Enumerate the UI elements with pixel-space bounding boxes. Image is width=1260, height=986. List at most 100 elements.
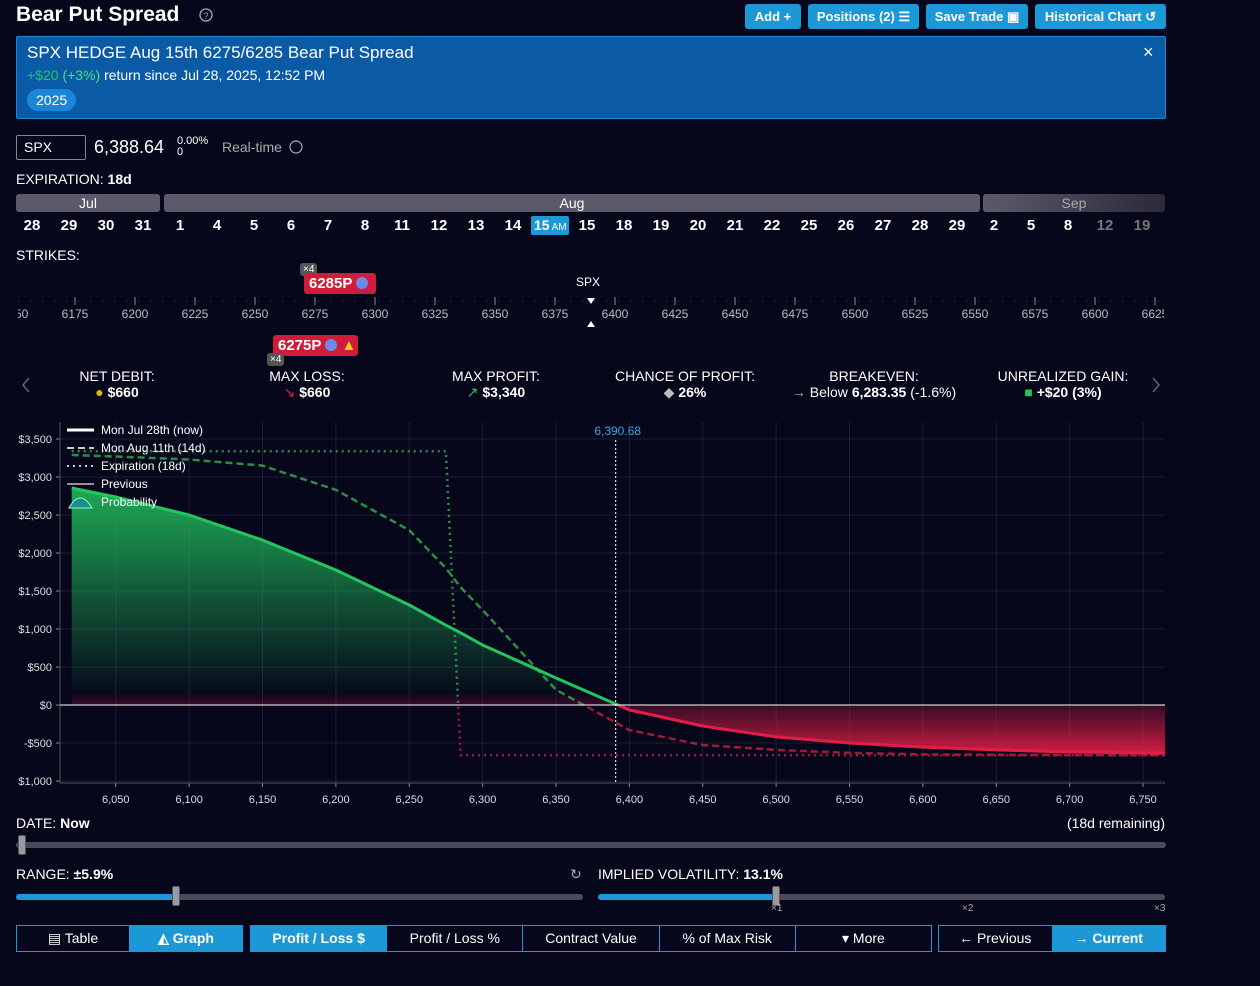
x-tick-label: 6,300 (469, 794, 497, 806)
date-knob[interactable] (18, 835, 26, 855)
metric-toggle: Profit / Loss $ Profit / Loss % Contract… (250, 925, 932, 952)
positions-button[interactable]: Positions (2) ☰ (808, 4, 919, 29)
iv-label: IMPLIED VOLATILITY: 13.1% (598, 866, 783, 882)
x-tick-label: 6,050 (102, 794, 130, 806)
day[interactable]: 29 (948, 217, 966, 234)
day[interactable]: 20 (689, 217, 707, 234)
day[interactable]: 5 (249, 217, 259, 234)
stat: MAX LOSS: ↘ $660 (212, 368, 402, 401)
label: UNREALIZED GAIN: (997, 368, 1129, 384)
table-button[interactable]: ▤ Table (17, 926, 130, 951)
day[interactable]: 5 (1026, 217, 1036, 234)
suffix: (-1.6%) (910, 384, 957, 400)
day[interactable]: 19 (652, 217, 670, 234)
day[interactable]: 18 (615, 217, 633, 234)
strike-label: 6175 (62, 307, 89, 321)
since: return since Jul 28, 2025, 12:52 PM (104, 67, 326, 83)
symbol-input[interactable]: SPX (16, 135, 86, 160)
day[interactable]: 8 (1063, 217, 1073, 234)
day[interactable]: 11 (394, 217, 410, 234)
pl-area (71, 488, 1166, 754)
day[interactable]: 21 (726, 217, 744, 234)
more-button[interactable]: ▾ More (842, 930, 885, 946)
strike-label: 6300 (362, 307, 389, 321)
reset-icon[interactable]: ↻ (570, 866, 582, 882)
year-tag[interactable]: 2025 (27, 89, 77, 111)
value: 18d (107, 171, 132, 187)
x-tick-label: 6,150 (249, 794, 277, 806)
legend-label: Previous (101, 477, 148, 491)
view-toggle: ▤ Table ◭ Graph (16, 925, 243, 952)
day[interactable]: 12 (1096, 217, 1114, 234)
x-tick-label: 6,100 (175, 794, 203, 806)
close[interactable]: × (1143, 42, 1154, 62)
day[interactable]: 28 (911, 217, 929, 234)
remaining: (18d remaining) (1066, 815, 1165, 831)
day[interactable]: 4 (212, 217, 222, 234)
day[interactable]: 8 (360, 217, 370, 234)
banner-return: +$20 (+3%) return since Jul 28, 2025, 12… (27, 67, 325, 83)
day[interactable]: 14 (504, 217, 522, 234)
day[interactable]: 12 (430, 217, 448, 234)
title: Bear Put Spread (16, 3, 180, 26)
day[interactable]: 27 (874, 217, 892, 234)
banner: SPX HEDGE Aug 15th 6275/6285 Bear Put Sp… (16, 36, 1166, 119)
range-knob[interactable] (172, 886, 180, 906)
label: Add (754, 9, 781, 24)
current-button[interactable]: → Current (1052, 926, 1165, 951)
leg-label[interactable]: 6285P (304, 273, 376, 294)
day[interactable]: 6 (286, 217, 296, 234)
qty-badge: ×4 (300, 263, 318, 276)
strike-label: 6550 (962, 307, 989, 321)
day[interactable]: 2 (989, 217, 999, 234)
day[interactable]: 22 (763, 217, 781, 234)
strike-label: 6625 (1142, 307, 1169, 321)
iv-slider[interactable] (598, 894, 1165, 900)
strike-label: 6250 (242, 307, 269, 321)
day[interactable]: 26 (837, 217, 855, 234)
range-slider[interactable] (16, 894, 583, 900)
day[interactable]: 29 (60, 217, 78, 234)
day[interactable]: 19 (1133, 217, 1151, 234)
value: $660 (107, 384, 139, 400)
add-button[interactable]: Add + (745, 4, 801, 29)
nav-toggle: ← Previous → Current (938, 925, 1166, 952)
label: More (852, 930, 885, 946)
day[interactable]: 31 (134, 217, 152, 234)
month[interactable]: Jul (16, 194, 160, 212)
day[interactable]: 28 (23, 217, 41, 234)
history-button[interactable]: Historical Chart ↺ (1035, 4, 1166, 29)
stat: BREAKEVEN: → Below 6,283.35 (-1.6%) (779, 368, 969, 400)
day[interactable]: 1 (175, 217, 185, 234)
strike-label: 6275 (302, 307, 329, 321)
day-selected[interactable]: 15 AM (531, 216, 569, 235)
x-tick-label: 6,350 (542, 794, 570, 806)
iv-knob[interactable] (772, 886, 780, 906)
metric-button[interactable]: % of Max Risk (660, 926, 796, 951)
day[interactable]: 13 (467, 217, 485, 234)
graph-button[interactable]: ◭ Graph (130, 926, 242, 951)
next-arrow[interactable] (1150, 376, 1162, 394)
date-slider[interactable] (16, 842, 1166, 848)
value: $3,340 (482, 384, 526, 400)
previous-button[interactable]: ← Previous (939, 926, 1053, 951)
prev-arrow[interactable] (20, 376, 32, 394)
help-icon[interactable]: ? (199, 8, 213, 22)
month[interactable]: Aug (164, 194, 980, 212)
metric-button[interactable]: Contract Value (523, 926, 660, 951)
day: 15 (534, 217, 550, 233)
metric-button[interactable]: Profit / Loss % (387, 926, 524, 951)
month[interactable]: Sep (983, 194, 1165, 212)
day[interactable]: 15 (578, 217, 596, 234)
value: 26% (678, 384, 707, 400)
day[interactable]: 30 (97, 217, 115, 234)
day[interactable]: 7 (323, 217, 333, 234)
leg-label[interactable]: 6275P ▲ (273, 335, 358, 356)
stat: UNREALIZED GAIN: ■ +$20 (3%) (968, 368, 1158, 400)
y-tick-label: $3,000 (18, 472, 52, 484)
day[interactable]: 25 (800, 217, 818, 234)
date-label: DATE: Now (16, 815, 90, 831)
label: Historical Chart (1044, 9, 1142, 24)
metric-button[interactable]: Profit / Loss $ (251, 926, 388, 951)
save-button[interactable]: Save Trade ▣ (926, 4, 1028, 29)
